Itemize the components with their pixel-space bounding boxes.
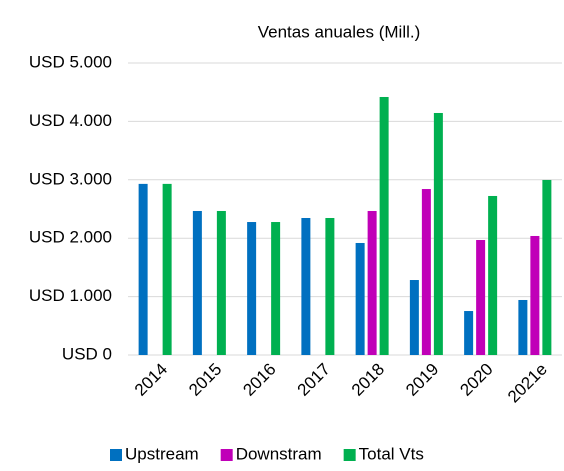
y-tick-label: USD 1.000: [29, 286, 112, 305]
bar: [409, 280, 419, 355]
bar: [464, 311, 474, 355]
legend-swatch: [110, 449, 122, 461]
bar: [379, 96, 389, 355]
bar: [518, 299, 528, 355]
bar: [355, 242, 365, 355]
legend-swatch: [220, 449, 233, 461]
bar: [433, 112, 443, 355]
bar: [192, 210, 202, 355]
bar: [530, 235, 540, 355]
legend-swatch: [343, 449, 356, 461]
x-tick-label: 2019: [402, 360, 442, 400]
bar: [216, 210, 226, 355]
bar: [301, 217, 311, 355]
y-tick-label: USD 2.000: [29, 228, 112, 247]
x-tick-label: 2014: [131, 360, 171, 400]
y-tick-label: USD 0: [62, 344, 112, 363]
bar: [421, 189, 431, 355]
legend-label: Downstram: [236, 444, 322, 463]
bar: [138, 183, 148, 355]
bar: [247, 222, 257, 355]
bar: [367, 210, 377, 355]
x-tick-label: 2021e: [504, 360, 551, 407]
x-tick-label: 2020: [456, 360, 496, 400]
y-tick-label: USD 5.000: [29, 52, 112, 71]
y-tick-label: USD 3.000: [29, 169, 112, 188]
bar: [271, 222, 281, 355]
x-tick-label: 2017: [294, 360, 334, 400]
chart-title: Ventas anuales (Mill.): [258, 22, 421, 41]
bar: [325, 217, 335, 355]
y-tick-label: USD 4.000: [29, 111, 112, 130]
bar: [162, 183, 172, 355]
bar: [488, 195, 498, 355]
legend-label: Total Vts: [359, 444, 424, 463]
x-tick-label: 2016: [239, 360, 279, 400]
bar: [476, 240, 486, 355]
bar: [542, 179, 552, 355]
legend-label: Upstream: [125, 444, 199, 463]
x-tick-label: 2015: [185, 360, 225, 400]
x-tick-label: 2018: [348, 360, 388, 400]
